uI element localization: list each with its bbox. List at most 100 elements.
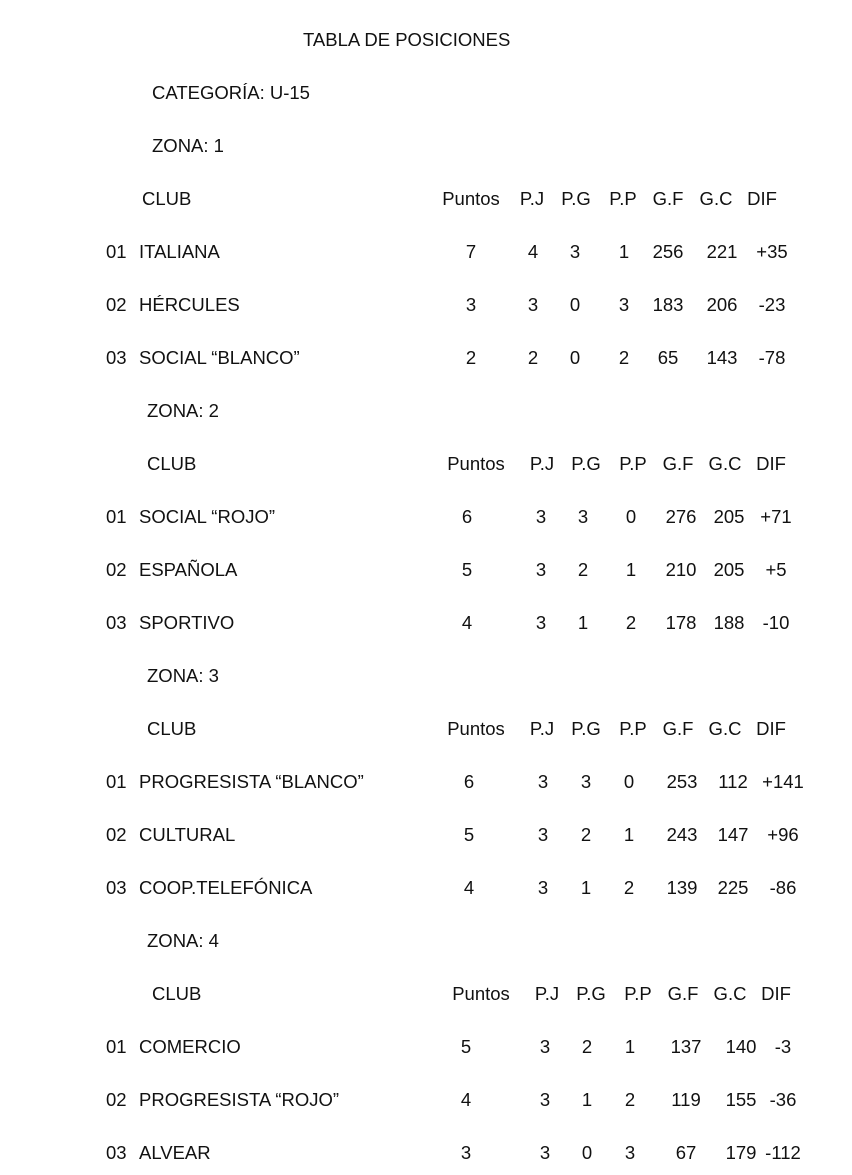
row-cell-pj: 3	[535, 559, 547, 580]
column-header-club: CLUB	[147, 453, 197, 474]
column-header-club: CLUB	[147, 718, 197, 739]
row-position: 03	[106, 612, 127, 633]
row-cell-gf: 276	[665, 506, 697, 527]
row-cell-gf: 119	[671, 1089, 701, 1110]
row-cell-pg: 2	[581, 1036, 593, 1057]
row-cell-gf: 137	[670, 1036, 702, 1057]
row-cell-puntos: 4	[461, 612, 473, 633]
row-club-name: SOCIAL “ROJO”	[139, 506, 276, 527]
column-header-pg: P.G	[561, 188, 591, 209]
row-club-name: CULTURAL	[139, 824, 236, 845]
row-club-name: PROGRESISTA “ROJO”	[139, 1089, 340, 1110]
row-cell-gc: 221	[706, 241, 738, 262]
column-header-puntos: Puntos	[452, 983, 510, 1004]
row-cell-pj: 3	[539, 1036, 551, 1057]
row-cell-gf: 243	[666, 824, 698, 845]
row-cell-gc: 179	[725, 1142, 757, 1163]
row-cell-gc: 206	[706, 294, 738, 315]
row-cell-puntos: 6	[463, 771, 475, 792]
row-cell-gf: 178	[665, 612, 697, 633]
row-cell-gc: 143	[706, 347, 738, 368]
row-cell-pj: 4	[527, 241, 539, 262]
row-cell-gf: 65	[657, 347, 679, 368]
column-header-dif: DIF	[756, 718, 786, 739]
row-cell-pg: 1	[580, 877, 592, 898]
row-cell-gf: 139	[666, 877, 698, 898]
row-cell-gf: 256	[652, 241, 684, 262]
column-header-club: CLUB	[142, 188, 192, 209]
column-header-pp: P.P	[619, 718, 647, 739]
column-header-gc: G.C	[713, 983, 747, 1004]
row-position: 02	[106, 1089, 127, 1110]
row-cell-puntos: 5	[463, 824, 475, 845]
row-cell-puntos: 4	[463, 877, 475, 898]
row-cell-pg: 2	[580, 824, 592, 845]
column-header-puntos: Puntos	[447, 453, 505, 474]
row-cell-puntos: 4	[460, 1089, 472, 1110]
column-header-club: CLUB	[152, 983, 202, 1004]
column-header-puntos: Puntos	[442, 188, 500, 209]
row-club-name: COMERCIO	[139, 1036, 241, 1057]
row-position: 01	[106, 1036, 127, 1057]
column-header-pg: P.G	[571, 453, 601, 474]
row-cell-pj: 3	[537, 824, 549, 845]
row-club-name: ITALIANA	[139, 241, 220, 262]
column-header-pp: P.P	[624, 983, 652, 1004]
row-cell-pp: 2	[618, 347, 630, 368]
row-cell-gc: 205	[713, 506, 745, 527]
row-cell-dif: -3	[774, 1036, 792, 1057]
row-cell-dif: -112	[765, 1142, 801, 1163]
row-cell-puntos: 3	[465, 294, 477, 315]
row-cell-pp: 2	[623, 877, 635, 898]
zone-label: ZONA: 1	[152, 135, 224, 156]
row-cell-pg: 0	[569, 347, 581, 368]
row-cell-pp: 1	[623, 824, 635, 845]
row-cell-dif: +96	[767, 824, 799, 845]
column-header-gf: G.F	[667, 983, 699, 1004]
row-cell-dif: +71	[760, 506, 792, 527]
row-cell-dif: -78	[758, 347, 786, 368]
row-cell-pg: 3	[577, 506, 589, 527]
row-cell-pp: 1	[624, 1036, 636, 1057]
zone-label: ZONA: 3	[147, 665, 219, 686]
row-position: 03	[106, 877, 127, 898]
column-header-gc: G.C	[699, 188, 733, 209]
row-club-name: COOP.TELEFÓNICA	[139, 877, 313, 898]
row-cell-pj: 3	[537, 877, 549, 898]
column-header-pp: P.P	[619, 453, 647, 474]
column-header-pp: P.P	[609, 188, 637, 209]
row-cell-pg: 1	[581, 1089, 593, 1110]
row-cell-pp: 0	[625, 506, 637, 527]
column-header-gf: G.F	[652, 188, 684, 209]
row-club-name: SOCIAL “BLANCO”	[139, 347, 300, 368]
row-cell-gc: 155	[725, 1089, 757, 1110]
row-cell-pp: 1	[625, 559, 637, 580]
row-cell-pp: 3	[618, 294, 630, 315]
row-cell-pj: 3	[535, 506, 547, 527]
row-cell-puntos: 3	[460, 1142, 472, 1163]
row-cell-pg: 1	[577, 612, 589, 633]
row-cell-pg: 0	[569, 294, 581, 315]
column-header-pg: P.G	[571, 718, 601, 739]
row-cell-gc: 225	[717, 877, 749, 898]
column-header-pg: P.G	[576, 983, 606, 1004]
row-position: 02	[106, 559, 127, 580]
row-cell-dif: -36	[769, 1089, 797, 1110]
row-cell-puntos: 5	[460, 1036, 472, 1057]
column-header-dif: DIF	[756, 453, 786, 474]
column-header-pj: P.J	[529, 718, 555, 739]
row-club-name: HÉRCULES	[139, 294, 240, 315]
row-club-name: PROGRESISTA “BLANCO”	[139, 771, 364, 792]
row-cell-gc: 112	[718, 771, 748, 792]
row-cell-dif: -23	[758, 294, 786, 315]
column-header-gf: G.F	[662, 453, 694, 474]
row-cell-pj: 3	[537, 771, 549, 792]
row-cell-gf: 183	[652, 294, 684, 315]
row-cell-gf: 67	[675, 1142, 697, 1163]
row-position: 02	[106, 294, 127, 315]
row-cell-pj: 3	[535, 612, 547, 633]
column-header-pj: P.J	[534, 983, 560, 1004]
row-cell-dif: +5	[765, 559, 787, 580]
row-cell-pg: 3	[580, 771, 592, 792]
column-header-gc: G.C	[708, 453, 742, 474]
